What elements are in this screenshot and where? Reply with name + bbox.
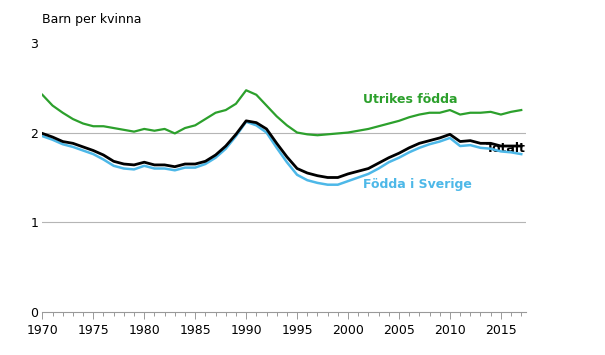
Text: Utrikes födda: Utrikes födda <box>364 93 458 105</box>
Text: Totalt: Totalt <box>486 142 526 155</box>
Text: Födda i Sverige: Födda i Sverige <box>364 178 472 191</box>
Text: Barn per kvinna: Barn per kvinna <box>42 13 142 26</box>
